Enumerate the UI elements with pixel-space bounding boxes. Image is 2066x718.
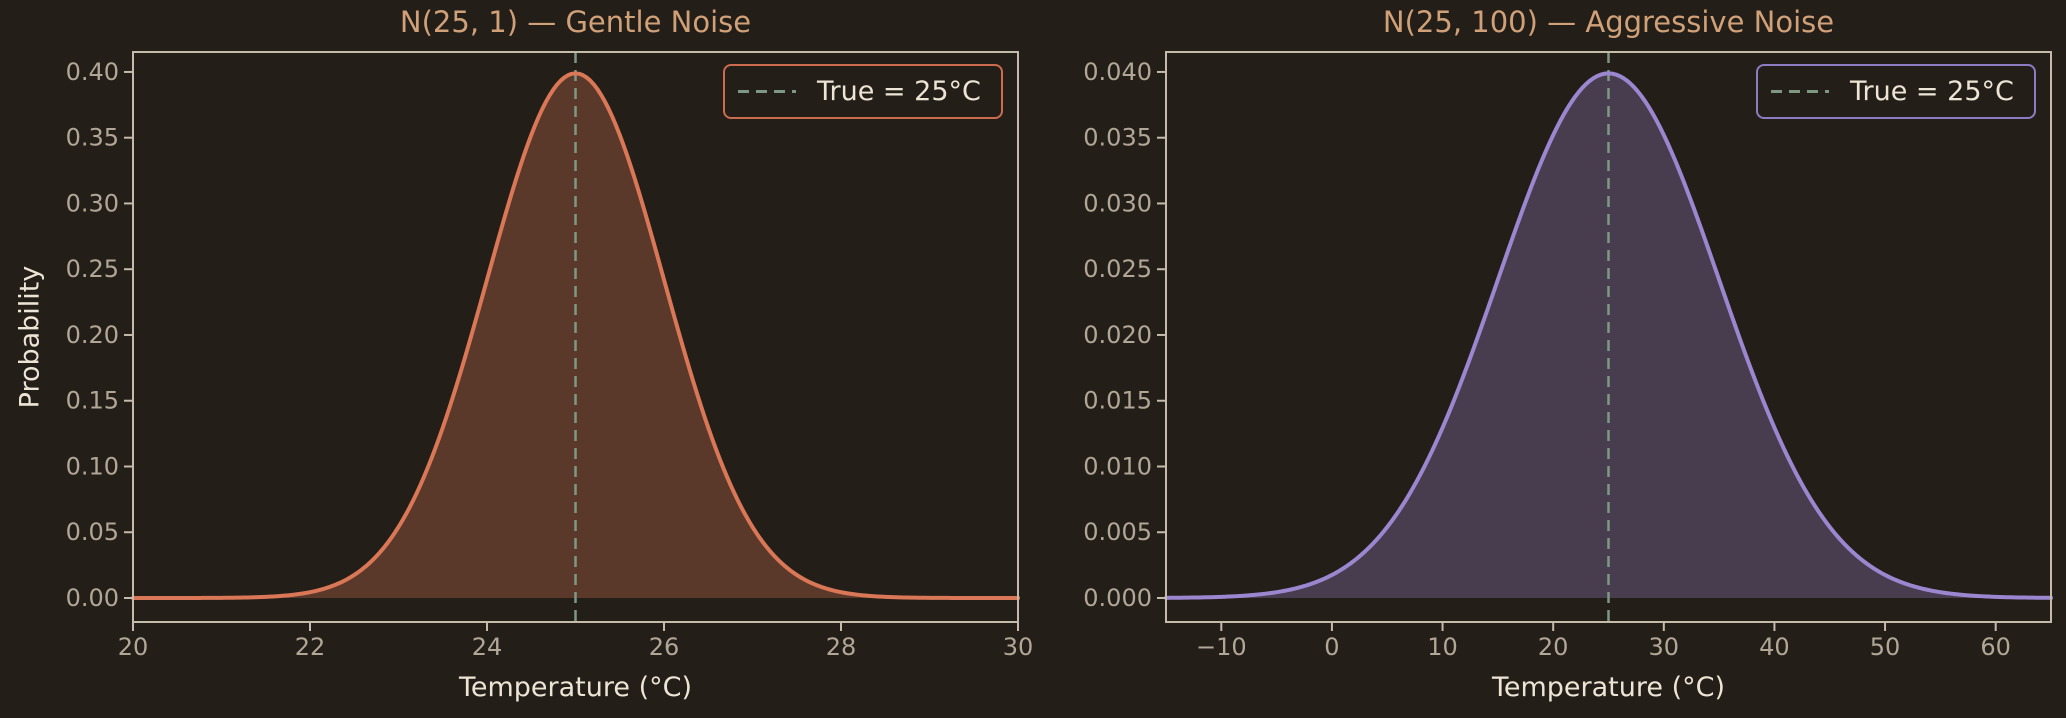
right-legend: True = 25°C [1756, 64, 2036, 119]
x-tick-label: 40 [1759, 633, 1790, 661]
left-chart-title: N(25, 1) — Gentle Noise [399, 5, 752, 39]
x-tick-label: 24 [472, 633, 503, 661]
y-tick-label: 0.025 [1083, 255, 1152, 283]
left-chart-panel: 20 22 24 26 28 30 0.00 0.05 0.10 0.15 0.20 0.25 0.30… [14, 5, 1034, 703]
x-tick-label: 10 [1427, 633, 1458, 661]
y-tick-label: 0.00 [66, 584, 119, 612]
y-tick-label: 0.020 [1083, 321, 1152, 349]
y-tick-label: 0.000 [1083, 584, 1152, 612]
right-legend-label: True = 25°C [1850, 76, 2014, 107]
x-tick-label: 30 [1003, 633, 1033, 661]
y-tick-label: 0.15 [66, 387, 119, 415]
left-y-axis-label: Probability [14, 265, 46, 409]
curve-fill [1166, 73, 2051, 599]
left-x-axis-label: Temperature (°C) [458, 672, 693, 703]
right-plot-area: −10 0 10 20 30 40 50 60 0.000 0.005 0.010 0.015 0.02… [1083, 51, 2053, 661]
curve-fill [133, 73, 1018, 599]
left-legend: True = 25°C [723, 64, 1003, 119]
y-tick-label: 0.05 [66, 518, 119, 546]
curve-line [131, 71, 1020, 600]
left-legend-label: True = 25°C [817, 76, 981, 107]
y-tick-label: 0.20 [66, 321, 119, 349]
x-tick-label: 28 [826, 633, 857, 661]
axes-spines [132, 51, 1019, 623]
x-tick-label: 26 [649, 633, 680, 661]
y-tick-label: 0.040 [1083, 58, 1152, 86]
x-tick-label: −10 [1196, 633, 1247, 661]
y-tick-label: 0.030 [1083, 189, 1152, 217]
y-tick-label: 0.35 [66, 124, 119, 152]
axes-spines [1165, 51, 2052, 623]
y-tick-label: 0.40 [66, 58, 119, 86]
y-tick-label: 0.010 [1083, 452, 1152, 480]
x-tick-label: 50 [1870, 633, 1901, 661]
right-chart-panel: −10 0 10 20 30 40 50 60 0.000 0.005 0.010 0.015 0.02… [1033, 0, 2066, 718]
right-x-axis-label: Temperature (°C) [1491, 672, 1726, 703]
x-tick-label: 20 [1538, 633, 1569, 661]
dashed-line-sample-icon [1771, 90, 1829, 93]
curve-line [1164, 71, 2053, 600]
y-tick-label: 0.25 [66, 255, 119, 283]
y-tick-label: 0.30 [66, 189, 119, 217]
left-plot-area: 20 22 24 26 28 30 0.00 0.05 0.10 0.15 0.20 0.25 0.30… [66, 51, 1033, 661]
y-tick-label: 0.035 [1083, 124, 1152, 152]
dashed-line-sample-icon [738, 90, 796, 93]
right-chart-title: N(25, 100) — Aggressive Noise [1382, 5, 1835, 39]
x-tick-label: 22 [295, 633, 326, 661]
y-tick-label: 0.10 [66, 452, 119, 480]
y-tick-label: 0.005 [1083, 518, 1152, 546]
x-tick-label: 20 [118, 633, 149, 661]
x-tick-label: 0 [1324, 633, 1339, 661]
y-tick-label: 0.015 [1083, 387, 1152, 415]
x-tick-label: 60 [1980, 633, 2011, 661]
x-tick-label: 30 [1649, 633, 1680, 661]
